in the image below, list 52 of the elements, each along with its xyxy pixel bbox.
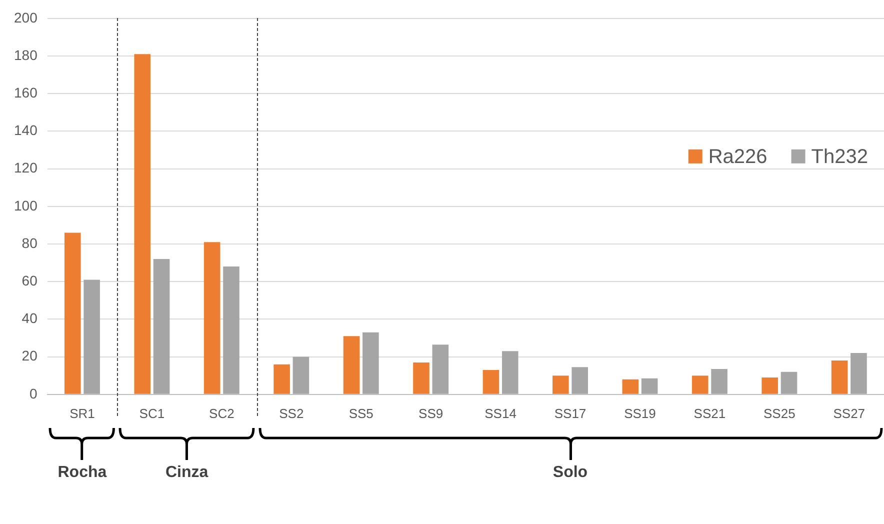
x-tick-label: SS21 xyxy=(694,406,726,421)
y-tick-label: 200 xyxy=(14,9,38,26)
x-tick-label: SS5 xyxy=(348,406,374,421)
y-tick-label: 20 xyxy=(22,348,38,364)
x-tick-label: SS27 xyxy=(833,406,866,421)
y-tick-label: 80 xyxy=(22,234,38,251)
bar xyxy=(413,362,430,394)
text: Rocha xyxy=(58,464,107,482)
bar xyxy=(64,232,81,394)
bar xyxy=(502,351,518,394)
x-tick-label: SS25 xyxy=(764,406,796,421)
bar xyxy=(711,369,728,394)
bar xyxy=(850,353,867,394)
bar xyxy=(692,376,708,394)
bar xyxy=(362,332,379,394)
x-tick-label: SC2 xyxy=(209,406,234,421)
x-tick-label: SS9 xyxy=(418,406,444,421)
bar xyxy=(831,360,848,394)
bar xyxy=(552,376,569,394)
bar xyxy=(482,370,500,394)
text: Cinza xyxy=(165,464,208,482)
x-tick-label: SR1 xyxy=(70,406,95,421)
bar xyxy=(204,242,220,394)
y-tick-label: 40 xyxy=(22,310,38,326)
bar xyxy=(572,367,588,394)
bar xyxy=(343,336,360,394)
y-tick-label: 60 xyxy=(22,272,38,288)
bar xyxy=(274,364,290,394)
x-tick-label: SS19 xyxy=(624,406,656,421)
bar xyxy=(223,266,240,394)
y-tick-label: 120 xyxy=(14,160,38,176)
y-tick-label: 160 xyxy=(14,84,38,100)
y-tick-label: 100 xyxy=(14,197,38,214)
x-tick-label: SS2 xyxy=(279,406,304,421)
bar xyxy=(84,280,100,394)
bar xyxy=(292,356,310,394)
bar xyxy=(780,372,798,394)
x-tick-label: SC1 xyxy=(139,406,165,421)
legend-label: Th232 xyxy=(811,146,868,168)
x-tick-label: SS14 xyxy=(484,406,516,421)
legend-label: Ra226 xyxy=(708,146,768,168)
text: Solo xyxy=(552,464,588,482)
bar xyxy=(762,377,778,394)
bar xyxy=(153,259,170,394)
bar xyxy=(134,54,150,394)
y-tick-label: 0 xyxy=(30,385,38,402)
bar xyxy=(432,344,449,394)
y-tick-label: 140 xyxy=(14,122,38,138)
x-tick-label: SS17 xyxy=(554,406,586,421)
y-tick-label: 180 xyxy=(14,46,38,63)
bar xyxy=(622,379,639,394)
bar xyxy=(641,378,658,394)
